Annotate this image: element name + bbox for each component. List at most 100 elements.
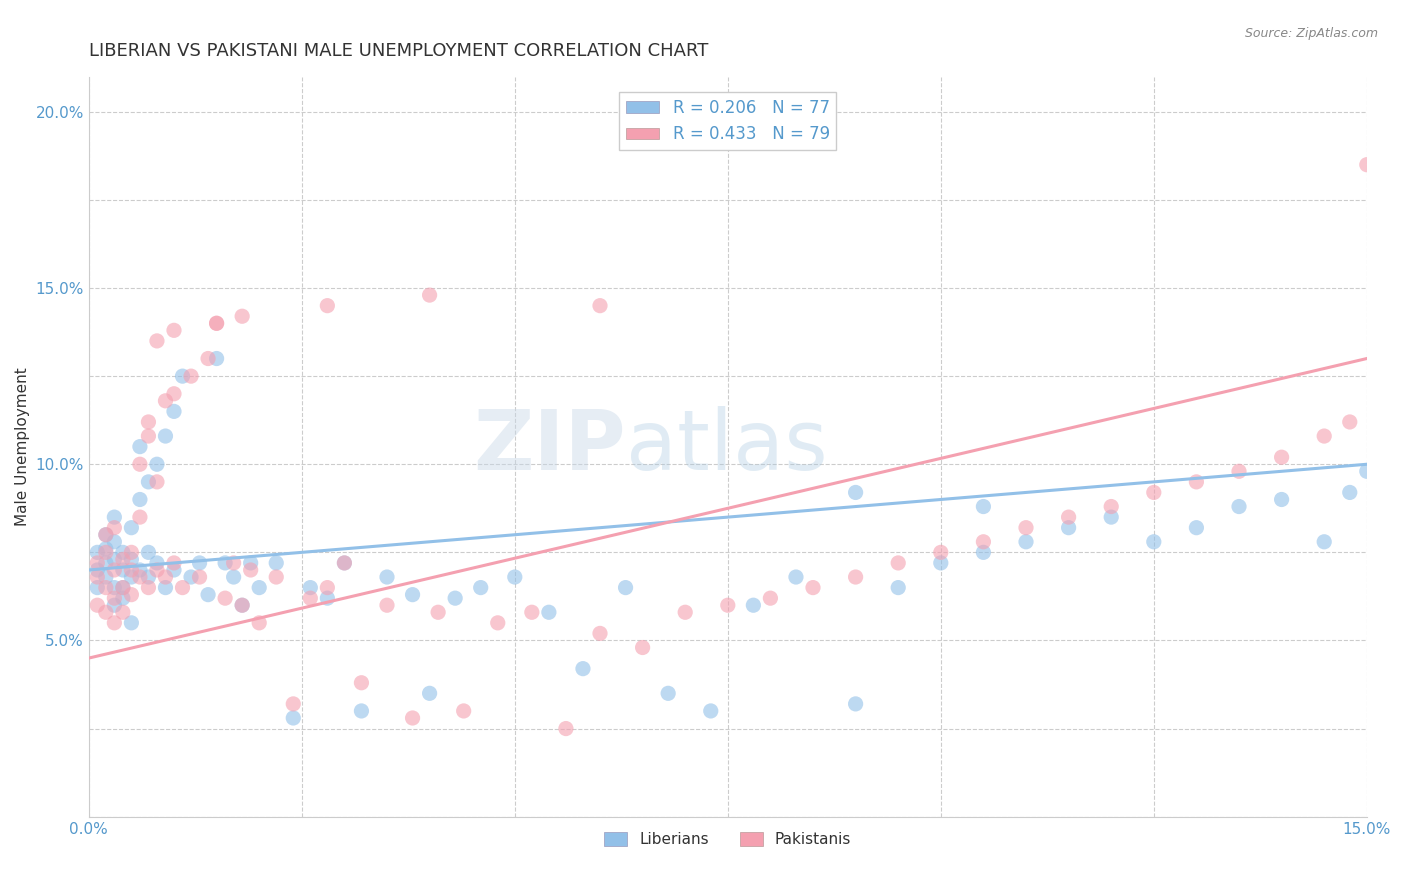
Point [239, 556, 262, 570]
Point [316, 299, 339, 313]
Point [264, 556, 287, 570]
Point [972, 500, 994, 514]
Point [887, 581, 910, 595]
Point [401, 711, 423, 725]
Point [146, 556, 169, 570]
Point [350, 704, 373, 718]
Point [1099, 510, 1122, 524]
Point [845, 697, 868, 711]
Point [401, 588, 423, 602]
Point [94, 527, 117, 541]
Point [614, 581, 637, 595]
Point [1185, 521, 1208, 535]
Point [86, 598, 108, 612]
Point [283, 697, 305, 711]
Point [188, 556, 211, 570]
Point [1313, 429, 1336, 443]
Point [146, 334, 169, 348]
Point [120, 552, 142, 566]
Point [197, 351, 219, 366]
Point [86, 556, 108, 570]
Point [1015, 534, 1038, 549]
Point [231, 598, 253, 612]
Point [1227, 500, 1250, 514]
Point [247, 581, 270, 595]
Point [86, 545, 108, 559]
Point [155, 393, 177, 408]
Point [86, 563, 108, 577]
Point [103, 615, 125, 630]
Point [163, 323, 186, 337]
Point [1227, 464, 1250, 478]
Point [1339, 485, 1361, 500]
Point [845, 570, 868, 584]
Text: LIBERIAN VS PAKISTANI MALE UNEMPLOYMENT CORRELATION CHART: LIBERIAN VS PAKISTANI MALE UNEMPLOYMENT … [89, 42, 709, 60]
Point [205, 316, 228, 330]
Point [129, 457, 152, 471]
Point [555, 722, 578, 736]
Point [264, 570, 287, 584]
Point [1313, 534, 1336, 549]
Point [103, 510, 125, 524]
Point [205, 351, 228, 366]
Point [155, 570, 177, 584]
Point [316, 591, 339, 606]
Point [155, 581, 177, 595]
Point [94, 605, 117, 619]
Point [111, 563, 134, 577]
Point [180, 570, 202, 584]
Point [673, 605, 696, 619]
Point [103, 591, 125, 606]
Point [375, 570, 398, 584]
Point [146, 563, 169, 577]
Point [239, 563, 262, 577]
Point [129, 440, 152, 454]
Point [138, 545, 160, 559]
Point [453, 704, 475, 718]
Point [503, 570, 526, 584]
Point [94, 527, 117, 541]
Point [111, 581, 134, 595]
Point [700, 704, 723, 718]
Point [214, 591, 236, 606]
Point [103, 534, 125, 549]
Legend: Liberians, Pakistanis: Liberians, Pakistanis [599, 826, 858, 854]
Point [146, 457, 169, 471]
Point [172, 581, 194, 595]
Point [138, 570, 160, 584]
Point [299, 591, 322, 606]
Point [657, 686, 679, 700]
Point [155, 429, 177, 443]
Point [1057, 510, 1080, 524]
Point [94, 541, 117, 556]
Point [1143, 534, 1166, 549]
Y-axis label: Male Unemployment: Male Unemployment [15, 368, 30, 526]
Point [111, 591, 134, 606]
Point [1185, 475, 1208, 489]
Point [222, 570, 245, 584]
Point [801, 581, 824, 595]
Point [1057, 521, 1080, 535]
Point [1355, 158, 1378, 172]
Point [589, 299, 612, 313]
Point [845, 485, 868, 500]
Point [572, 662, 595, 676]
Text: ZIP: ZIP [472, 406, 626, 487]
Point [138, 581, 160, 595]
Point [333, 556, 356, 570]
Point [120, 545, 142, 559]
Point [120, 563, 142, 577]
Point [231, 310, 253, 324]
Point [333, 556, 356, 570]
Point [929, 556, 952, 570]
Point [717, 598, 740, 612]
Point [520, 605, 543, 619]
Point [1355, 464, 1378, 478]
Point [103, 598, 125, 612]
Point [283, 711, 305, 725]
Point [486, 615, 509, 630]
Point [1015, 521, 1038, 535]
Point [111, 581, 134, 595]
Point [129, 492, 152, 507]
Text: Source: ZipAtlas.com: Source: ZipAtlas.com [1244, 27, 1378, 40]
